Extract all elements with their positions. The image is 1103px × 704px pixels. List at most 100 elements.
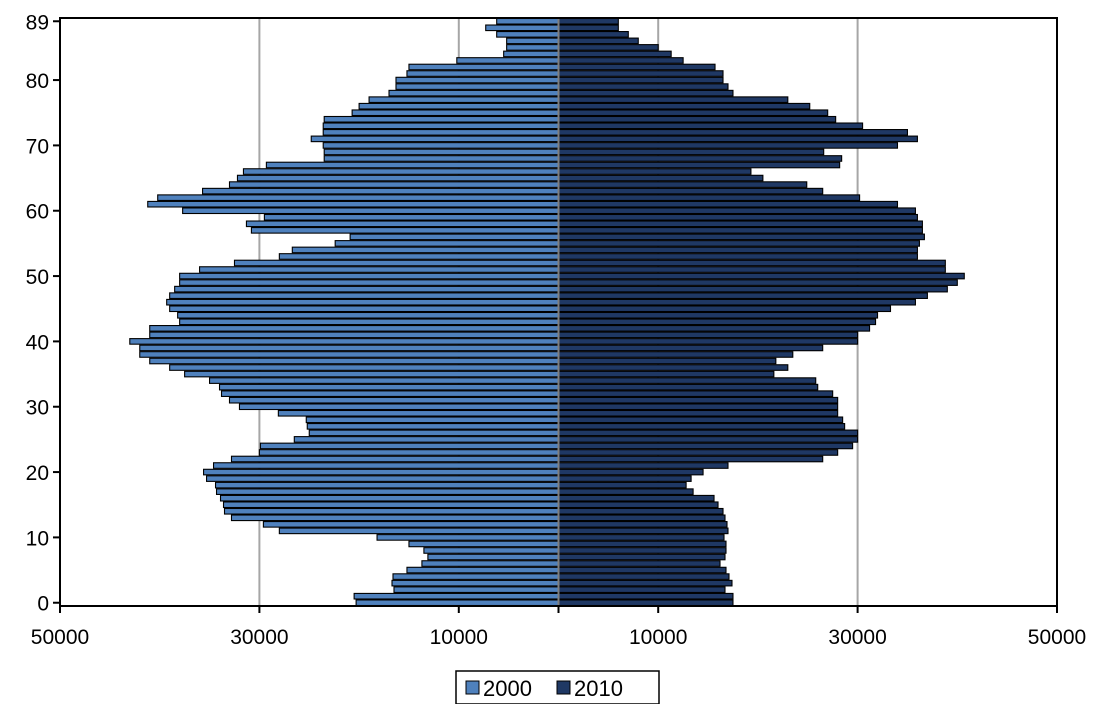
bar-2000-age-31 [228, 396, 560, 404]
bar-2000-age-12 [262, 521, 560, 528]
bar-2010-age-84 [557, 50, 672, 58]
bar-2010-age-64 [557, 181, 808, 188]
bar-2010-age-74 [557, 115, 837, 123]
bar-2010-age-8 [557, 547, 727, 554]
legend-swatch-2000 [465, 680, 480, 695]
y-tick-label: 0 [37, 593, 49, 616]
bar-2010-age-87 [557, 31, 629, 38]
bar-2010-age-43 [557, 318, 877, 326]
bar-2010-age-45 [557, 305, 892, 313]
bar-2010-age-27 [557, 423, 846, 430]
bar-2010-age-60 [557, 207, 916, 215]
bar-2000-age-29 [277, 409, 560, 417]
x-axis-ticks: 50000 30000 10000 10000 30000 50000 [31, 606, 1086, 649]
bar-2000-age-10 [376, 534, 560, 541]
bar-2000-age-11 [278, 527, 560, 535]
bar-2010-age-49 [557, 279, 958, 286]
bar-2000-age-87 [496, 31, 560, 38]
bar-2010-age-10 [557, 534, 725, 541]
bar-2000-age-4 [392, 573, 560, 580]
bar-2010-age-14 [557, 507, 724, 515]
bar-2000-age-75 [351, 109, 560, 117]
bar-2010-age-18 [557, 481, 687, 489]
bar-2010-age-30 [557, 403, 839, 411]
bar-2000-age-85 [506, 44, 560, 51]
y-tick-label: 89 [26, 11, 49, 34]
bar-2010-age-88 [557, 24, 619, 32]
bar-2010-age-1 [557, 592, 734, 600]
bar-2010-age-37 [557, 357, 777, 365]
bar-2010-age-36 [557, 364, 789, 371]
bar-2010-age-13 [557, 514, 726, 522]
bar-2000-age-35 [184, 370, 560, 378]
bar-2010-age-21 [557, 462, 729, 469]
bar-2000-age-17 [215, 488, 560, 495]
x-tick-label: 10000 [430, 626, 488, 649]
bar-2010-age-75 [557, 109, 829, 117]
bar-2010-age-33 [557, 383, 819, 391]
bar-2010-age-59 [557, 213, 918, 221]
bar-2000-age-42 [149, 325, 560, 332]
bar-2010-age-26 [557, 429, 859, 437]
bar-2010-age-69 [557, 148, 825, 156]
y-tick-label: 80 [26, 70, 49, 93]
bar-2000-age-27 [306, 423, 560, 430]
bar-2010-age-19 [557, 475, 692, 482]
bar-2000-age-34 [209, 377, 560, 384]
bar-2010-age-52 [557, 259, 946, 267]
bar-2000-age-72 [322, 129, 560, 136]
bar-2000-age-21 [212, 462, 560, 469]
bar-2000-age-46 [166, 298, 560, 306]
bar-2010-age-11 [557, 527, 729, 535]
legend: 2000 2010 [455, 670, 660, 704]
bar-2010-age-35 [557, 370, 775, 378]
bar-2010-age-71 [557, 135, 918, 143]
legend-swatch-2010 [556, 680, 571, 695]
bar-2010-age-44 [557, 311, 879, 319]
bar-2000-age-5 [406, 566, 560, 574]
bar-2010-age-20 [557, 468, 704, 476]
y-tick-label: 20 [26, 462, 49, 485]
bar-2010-age-81 [557, 70, 724, 77]
bar-2000-age-19 [206, 475, 560, 482]
bar-2000-age-20 [203, 468, 560, 476]
legend-label-2000: 2000 [483, 676, 532, 701]
bar-2000-age-89 [496, 17, 560, 25]
bar-2000-age-86 [506, 37, 560, 45]
bar-2000-age-56 [349, 233, 560, 241]
bar-2000-age-77 [368, 96, 560, 103]
bar-2000-age-28 [305, 416, 560, 424]
bar-2010-age-40 [557, 338, 859, 345]
bar-2000-age-15 [222, 501, 560, 509]
y-tick-label: 50 [26, 266, 49, 289]
bar-2010-age-56 [557, 233, 925, 241]
bar-2010-age-16 [557, 494, 715, 502]
bar-2000-age-66 [242, 168, 560, 175]
bar-2010-age-47 [557, 292, 928, 299]
bar-2010-age-82 [557, 63, 716, 71]
x-tick-label: 50000 [31, 626, 89, 649]
bar-2010-age-77 [557, 96, 789, 103]
bar-2000-age-32 [220, 390, 560, 397]
bar-2000-age-64 [228, 181, 560, 188]
x-tick-label: 30000 [230, 626, 288, 649]
bar-2000-age-59 [263, 213, 560, 221]
bar-2010-age-78 [557, 89, 734, 97]
bar-2000-age-83 [456, 57, 560, 64]
bar-2000-age-65 [236, 174, 560, 182]
bar-2000-age-67 [265, 161, 560, 169]
bar-2000-age-36 [169, 364, 560, 371]
bar-2010-age-62 [557, 194, 861, 201]
bar-2000-age-38 [139, 351, 560, 358]
bar-2010-age-23 [557, 449, 839, 456]
bar-2010-age-66 [557, 168, 752, 175]
bar-2000-age-78 [388, 89, 560, 97]
bar-2010-age-85 [557, 44, 659, 51]
bar-2010-age-46 [557, 298, 916, 306]
series-2010-bars [557, 17, 965, 607]
bar-2000-age-3 [391, 579, 560, 587]
bar-2000-age-26 [308, 429, 560, 437]
bar-2000-age-24 [259, 442, 560, 450]
bar-2000-age-81 [406, 70, 560, 77]
